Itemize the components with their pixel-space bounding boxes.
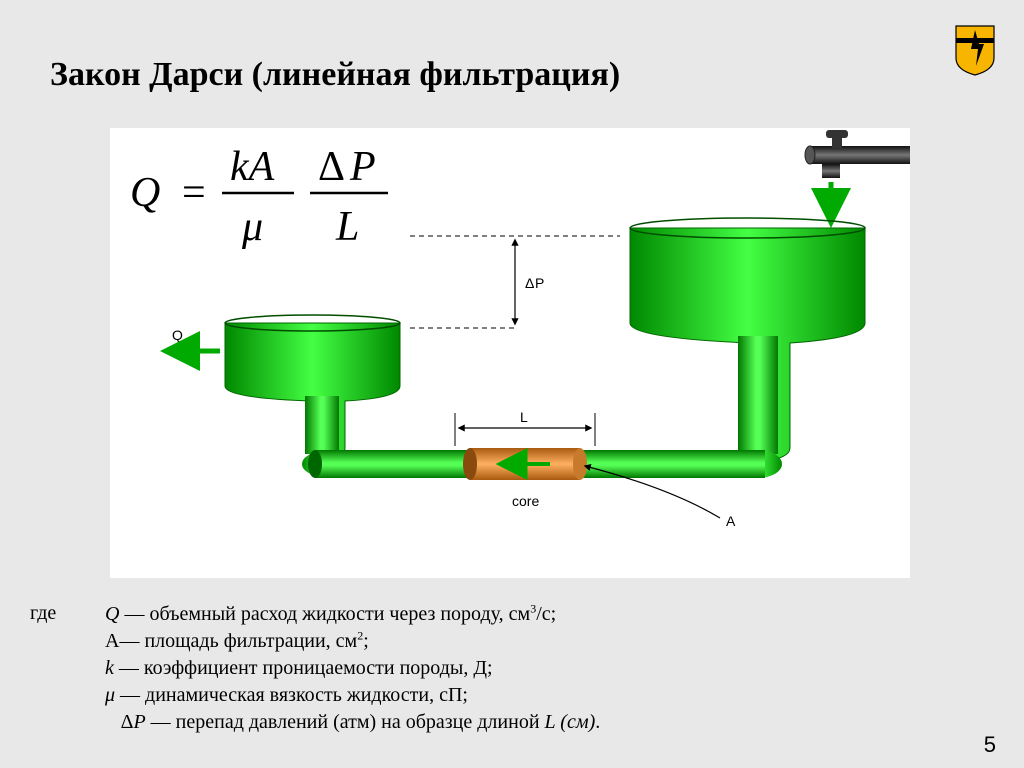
- eq-mu: μ: [241, 204, 263, 250]
- left-tank: [225, 315, 400, 460]
- equation: Q = kA μ Δ P L: [130, 144, 388, 250]
- slide-page: Закон Дарси (линейная фильтрация): [0, 0, 1024, 768]
- legend-where: где: [30, 600, 100, 627]
- legend-line-0: Q — объемный расход жидкости через пород…: [105, 603, 556, 625]
- eq-kA: kA: [230, 144, 275, 190]
- rosneft-logo-icon: [954, 24, 996, 76]
- core-label: core: [512, 493, 539, 509]
- eq-L: L: [335, 204, 359, 250]
- label-dP-P: P: [535, 275, 544, 291]
- bottom-pipe: core: [302, 448, 782, 509]
- page-number: 5: [984, 732, 996, 758]
- eq-equals: =: [182, 170, 206, 216]
- legend-line-2: k — коэффициент проницаемости породы, Д;: [105, 657, 493, 679]
- label-L: L: [520, 409, 528, 425]
- svg-text:Δ: Δ: [318, 144, 345, 190]
- delta-p-dimension: Δ P: [410, 236, 620, 328]
- legend-line-3: μ — динамическая вязкость жидкости, сП;: [105, 684, 468, 706]
- legend-block: где Q — объемный расход жидкости через п…: [30, 600, 600, 736]
- slide-title: Закон Дарси (линейная фильтрация): [50, 56, 620, 94]
- length-dimension: L: [455, 409, 595, 446]
- outflow-arrow: Q: [168, 327, 220, 351]
- right-tank: [630, 218, 865, 463]
- legend-line-1: A— площадь фильтрации, см2;: [105, 630, 369, 652]
- legend-line-4: ΔP — перепад давлений (атм) на образце …: [105, 711, 600, 733]
- svg-text:Δ: Δ: [525, 275, 534, 291]
- faucet-icon: [805, 130, 910, 220]
- eq-Q: Q: [130, 170, 160, 216]
- label-A: A: [726, 513, 736, 529]
- eq-P: P: [349, 144, 376, 190]
- darcy-diagram: Q = kA μ Δ P L: [110, 128, 910, 578]
- label-Q: Q: [172, 327, 183, 343]
